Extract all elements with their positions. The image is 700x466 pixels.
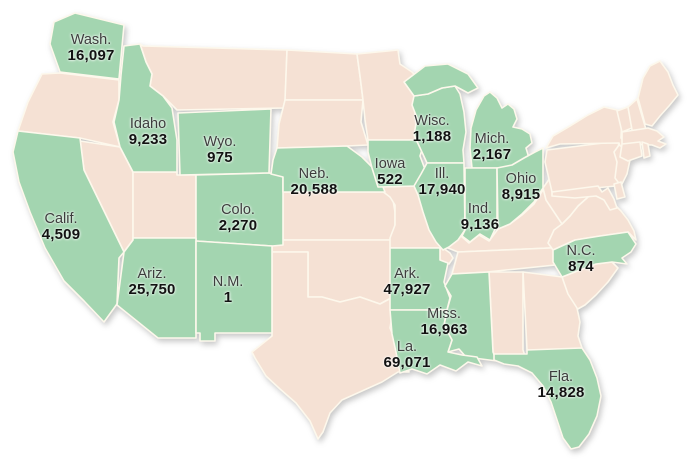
state-indiana	[461, 167, 498, 243]
state-wyoming	[177, 108, 272, 176]
states-layer	[12, 12, 679, 450]
state-michigan-upper-peninsula	[403, 63, 479, 97]
state-north-carolina	[552, 231, 637, 278]
state-ohio	[496, 147, 544, 230]
state-washington	[49, 12, 125, 80]
state-delaware	[613, 181, 626, 200]
state-south-dakota	[276, 99, 369, 149]
state-florida	[493, 347, 602, 450]
state-pennsylvania	[544, 140, 624, 193]
state-arizona	[116, 237, 197, 339]
state-new-mexico	[195, 240, 273, 342]
state-nebraska	[270, 145, 386, 193]
state-maryland	[551, 185, 618, 211]
state-mississippi	[443, 271, 498, 362]
state-louisiana	[389, 309, 483, 375]
state-idaho	[113, 43, 178, 173]
state-colorado	[195, 172, 284, 247]
state-rhode-island	[641, 141, 651, 159]
state-california	[12, 130, 125, 323]
state-utah	[132, 171, 197, 239]
state-kansas	[282, 191, 396, 241]
state-michigan	[469, 91, 533, 169]
state-north-dakota	[284, 49, 364, 101]
state-alabama	[488, 271, 528, 363]
state-connecticut	[619, 141, 643, 162]
state-maine	[637, 60, 679, 127]
state-texas	[251, 251, 410, 440]
